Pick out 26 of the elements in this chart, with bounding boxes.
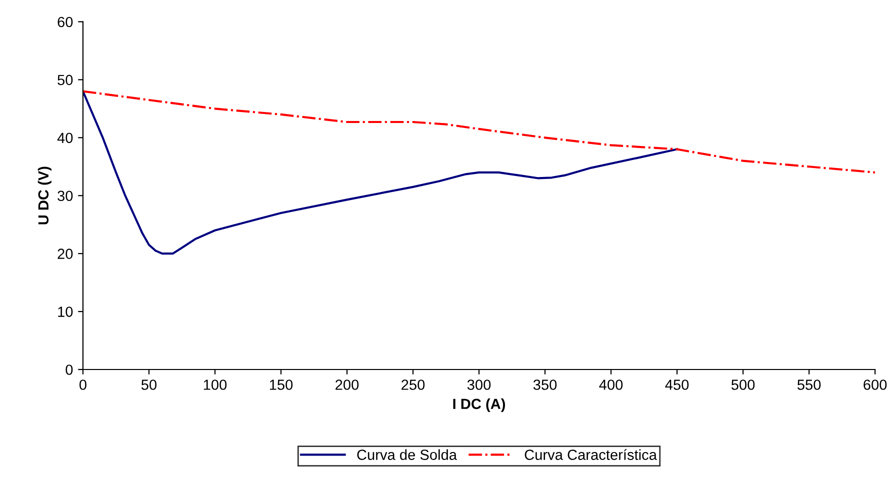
y-tick-label: 20: [58, 248, 73, 260]
x-tick-label: 550: [797, 380, 821, 390]
y-tick-label: 10: [58, 306, 73, 317]
x-tick-label: 150: [270, 380, 293, 390]
legend-label: Curva Característica: [524, 449, 657, 460]
y-tick-label: 30: [58, 190, 73, 202]
x-tick-label: 200: [336, 380, 359, 390]
legend-label: Curva de Solda: [357, 449, 457, 460]
x-tick-label: 450: [665, 380, 689, 390]
y-axis-title: U DC (V): [38, 166, 52, 224]
x-tick-label: 0: [79, 380, 86, 390]
x-tick-label: 400: [599, 380, 623, 390]
y-tick-label: 0: [66, 364, 73, 375]
x-tick-label: 50: [141, 380, 157, 390]
x-axis-title: I DC (A): [453, 398, 506, 412]
line-series: [82, 90, 678, 255]
x-tick-label: 300: [467, 380, 491, 390]
y-tick-label: 40: [57, 132, 73, 144]
y-tick-label: 50: [58, 74, 73, 86]
y-tick-label: 60: [58, 16, 73, 28]
x-tick-label: 350: [533, 380, 557, 390]
x-tick-label: 250: [402, 380, 425, 390]
x-tick-label: 100: [204, 380, 227, 390]
x-tick-label: 600: [864, 380, 887, 390]
line-series: [82, 90, 876, 174]
x-tick-label: 500: [731, 380, 755, 390]
